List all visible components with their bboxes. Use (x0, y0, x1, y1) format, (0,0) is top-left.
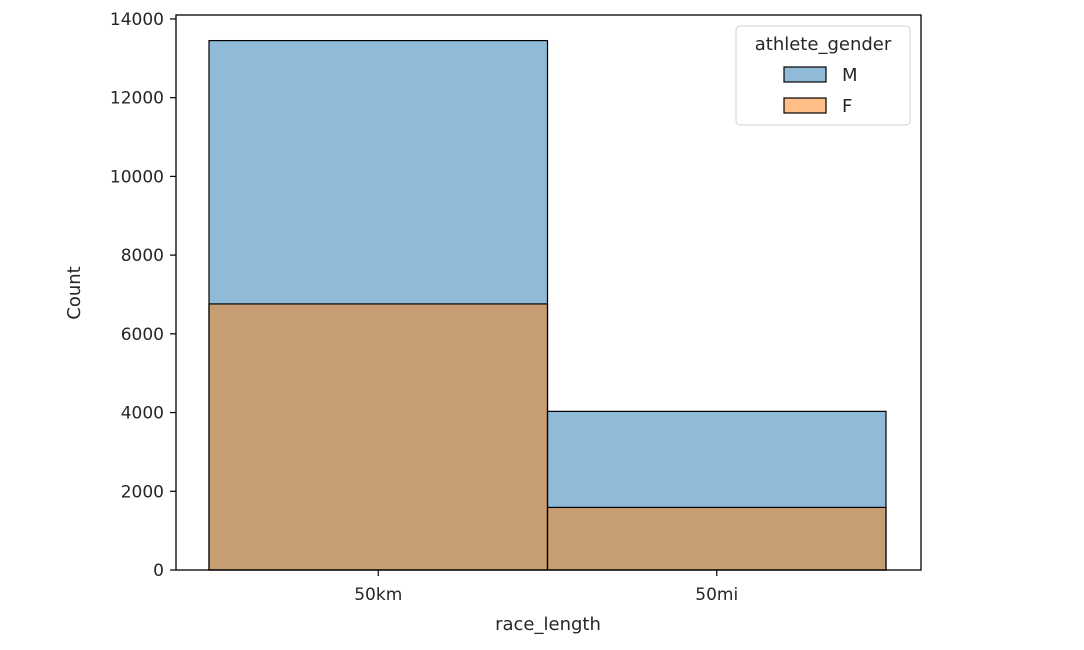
x-axis-label: race_length (495, 614, 601, 635)
y-tick-label: 2000 (121, 482, 164, 502)
y-tick-label: 12000 (110, 89, 164, 109)
x-tick-label: 50mi (695, 585, 738, 605)
legend-swatch-M (783, 66, 827, 83)
y-tick-label: 8000 (121, 246, 164, 266)
y-tick-label: 14000 (110, 10, 164, 30)
legend-label-F: F (842, 96, 852, 117)
x-axis: 50km 50mi (354, 570, 738, 605)
legend-label-M: M (842, 65, 858, 86)
y-tick-label: 10000 (110, 167, 164, 187)
y-tick-label: 6000 (121, 325, 164, 345)
legend-swatch-F (783, 97, 827, 114)
legend-title: athlete_gender (755, 34, 892, 55)
legend: athlete_gender MF (735, 25, 911, 126)
legend-items: MF (783, 65, 858, 117)
y-tick-label: 4000 (121, 404, 164, 424)
y-axis: 0 2000 4000 6000 8000 10000 12000 14000 (110, 10, 176, 581)
y-tick-label: 0 (153, 561, 164, 581)
y-axis-label: Count (64, 266, 85, 319)
x-tick-label: 50km (354, 585, 402, 605)
bars-layer (208, 39, 887, 571)
plot-area-frame (175, 14, 922, 571)
bar-F-50mi (546, 506, 887, 571)
bar-F-50km (208, 303, 549, 571)
